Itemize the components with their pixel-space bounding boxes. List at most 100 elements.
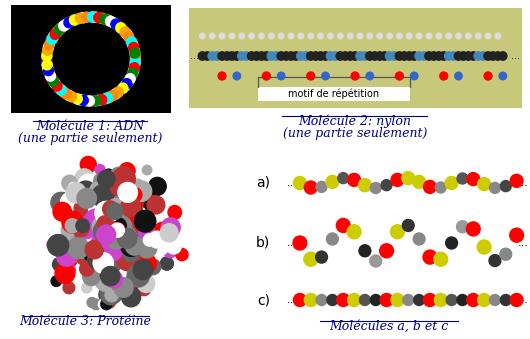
Circle shape [403, 295, 414, 305]
Circle shape [51, 276, 61, 286]
Circle shape [118, 25, 128, 35]
Circle shape [111, 89, 121, 99]
Circle shape [118, 83, 128, 93]
Text: Molécule 2: nylon: Molécule 2: nylon [298, 115, 411, 128]
Circle shape [59, 21, 69, 31]
Circle shape [111, 292, 121, 302]
Circle shape [381, 52, 388, 60]
Circle shape [87, 183, 104, 200]
Circle shape [213, 52, 221, 60]
Circle shape [92, 216, 114, 238]
Circle shape [326, 52, 334, 60]
Circle shape [91, 96, 101, 106]
Circle shape [132, 179, 143, 190]
Circle shape [155, 222, 170, 238]
Circle shape [127, 200, 142, 216]
Circle shape [103, 169, 114, 180]
Circle shape [107, 199, 126, 217]
Circle shape [108, 235, 121, 250]
Circle shape [116, 230, 127, 242]
Circle shape [370, 182, 381, 194]
Circle shape [108, 210, 121, 223]
Circle shape [87, 243, 104, 259]
Circle shape [89, 273, 100, 284]
Circle shape [218, 52, 226, 60]
Circle shape [417, 33, 422, 39]
Circle shape [61, 19, 71, 29]
Circle shape [99, 236, 112, 250]
Circle shape [118, 194, 132, 210]
Circle shape [104, 255, 121, 272]
Circle shape [73, 14, 82, 24]
Circle shape [112, 232, 122, 242]
FancyBboxPatch shape [189, 8, 522, 108]
Circle shape [413, 233, 425, 245]
Text: ...: ... [518, 295, 529, 305]
Circle shape [484, 72, 492, 80]
Circle shape [475, 33, 481, 39]
Circle shape [85, 240, 103, 259]
Circle shape [148, 177, 166, 195]
Circle shape [131, 230, 139, 238]
Circle shape [45, 68, 54, 78]
Circle shape [400, 52, 409, 60]
Circle shape [326, 175, 339, 188]
Circle shape [102, 220, 118, 236]
Circle shape [262, 52, 270, 60]
Circle shape [351, 72, 359, 80]
Circle shape [43, 65, 54, 76]
Circle shape [110, 196, 125, 212]
Circle shape [106, 271, 122, 288]
Circle shape [436, 33, 441, 39]
Circle shape [105, 92, 116, 102]
Circle shape [366, 72, 374, 80]
Circle shape [43, 42, 54, 53]
Circle shape [123, 211, 137, 224]
Circle shape [423, 294, 436, 306]
Circle shape [85, 96, 94, 106]
Circle shape [93, 220, 115, 242]
Circle shape [50, 79, 60, 89]
Circle shape [42, 57, 52, 67]
Circle shape [55, 263, 75, 283]
Circle shape [423, 180, 436, 194]
Circle shape [97, 95, 107, 105]
Circle shape [130, 60, 140, 70]
Circle shape [446, 295, 457, 305]
Circle shape [326, 233, 338, 245]
Circle shape [59, 236, 81, 257]
Circle shape [108, 91, 118, 100]
Circle shape [87, 187, 100, 200]
Circle shape [69, 15, 80, 25]
Circle shape [391, 294, 404, 306]
Circle shape [269, 33, 274, 39]
Circle shape [370, 295, 381, 305]
Circle shape [84, 221, 95, 231]
Circle shape [407, 33, 412, 39]
Circle shape [100, 249, 121, 271]
Circle shape [92, 185, 113, 207]
Circle shape [97, 13, 107, 23]
Circle shape [42, 57, 52, 67]
Circle shape [119, 163, 135, 179]
Circle shape [490, 182, 500, 193]
Circle shape [109, 236, 129, 257]
Circle shape [106, 190, 116, 199]
Circle shape [113, 205, 129, 221]
Circle shape [410, 72, 418, 80]
Circle shape [45, 68, 54, 78]
Text: motif de répétition: motif de répétition [288, 89, 379, 99]
Circle shape [100, 14, 110, 24]
Circle shape [228, 52, 236, 60]
Circle shape [68, 182, 78, 193]
Circle shape [54, 83, 64, 93]
Circle shape [267, 52, 276, 60]
Circle shape [49, 32, 58, 42]
Circle shape [87, 298, 97, 307]
Circle shape [91, 299, 101, 310]
Circle shape [73, 14, 82, 24]
Circle shape [435, 182, 446, 193]
Circle shape [126, 252, 136, 262]
Circle shape [259, 33, 264, 39]
Circle shape [108, 237, 123, 252]
